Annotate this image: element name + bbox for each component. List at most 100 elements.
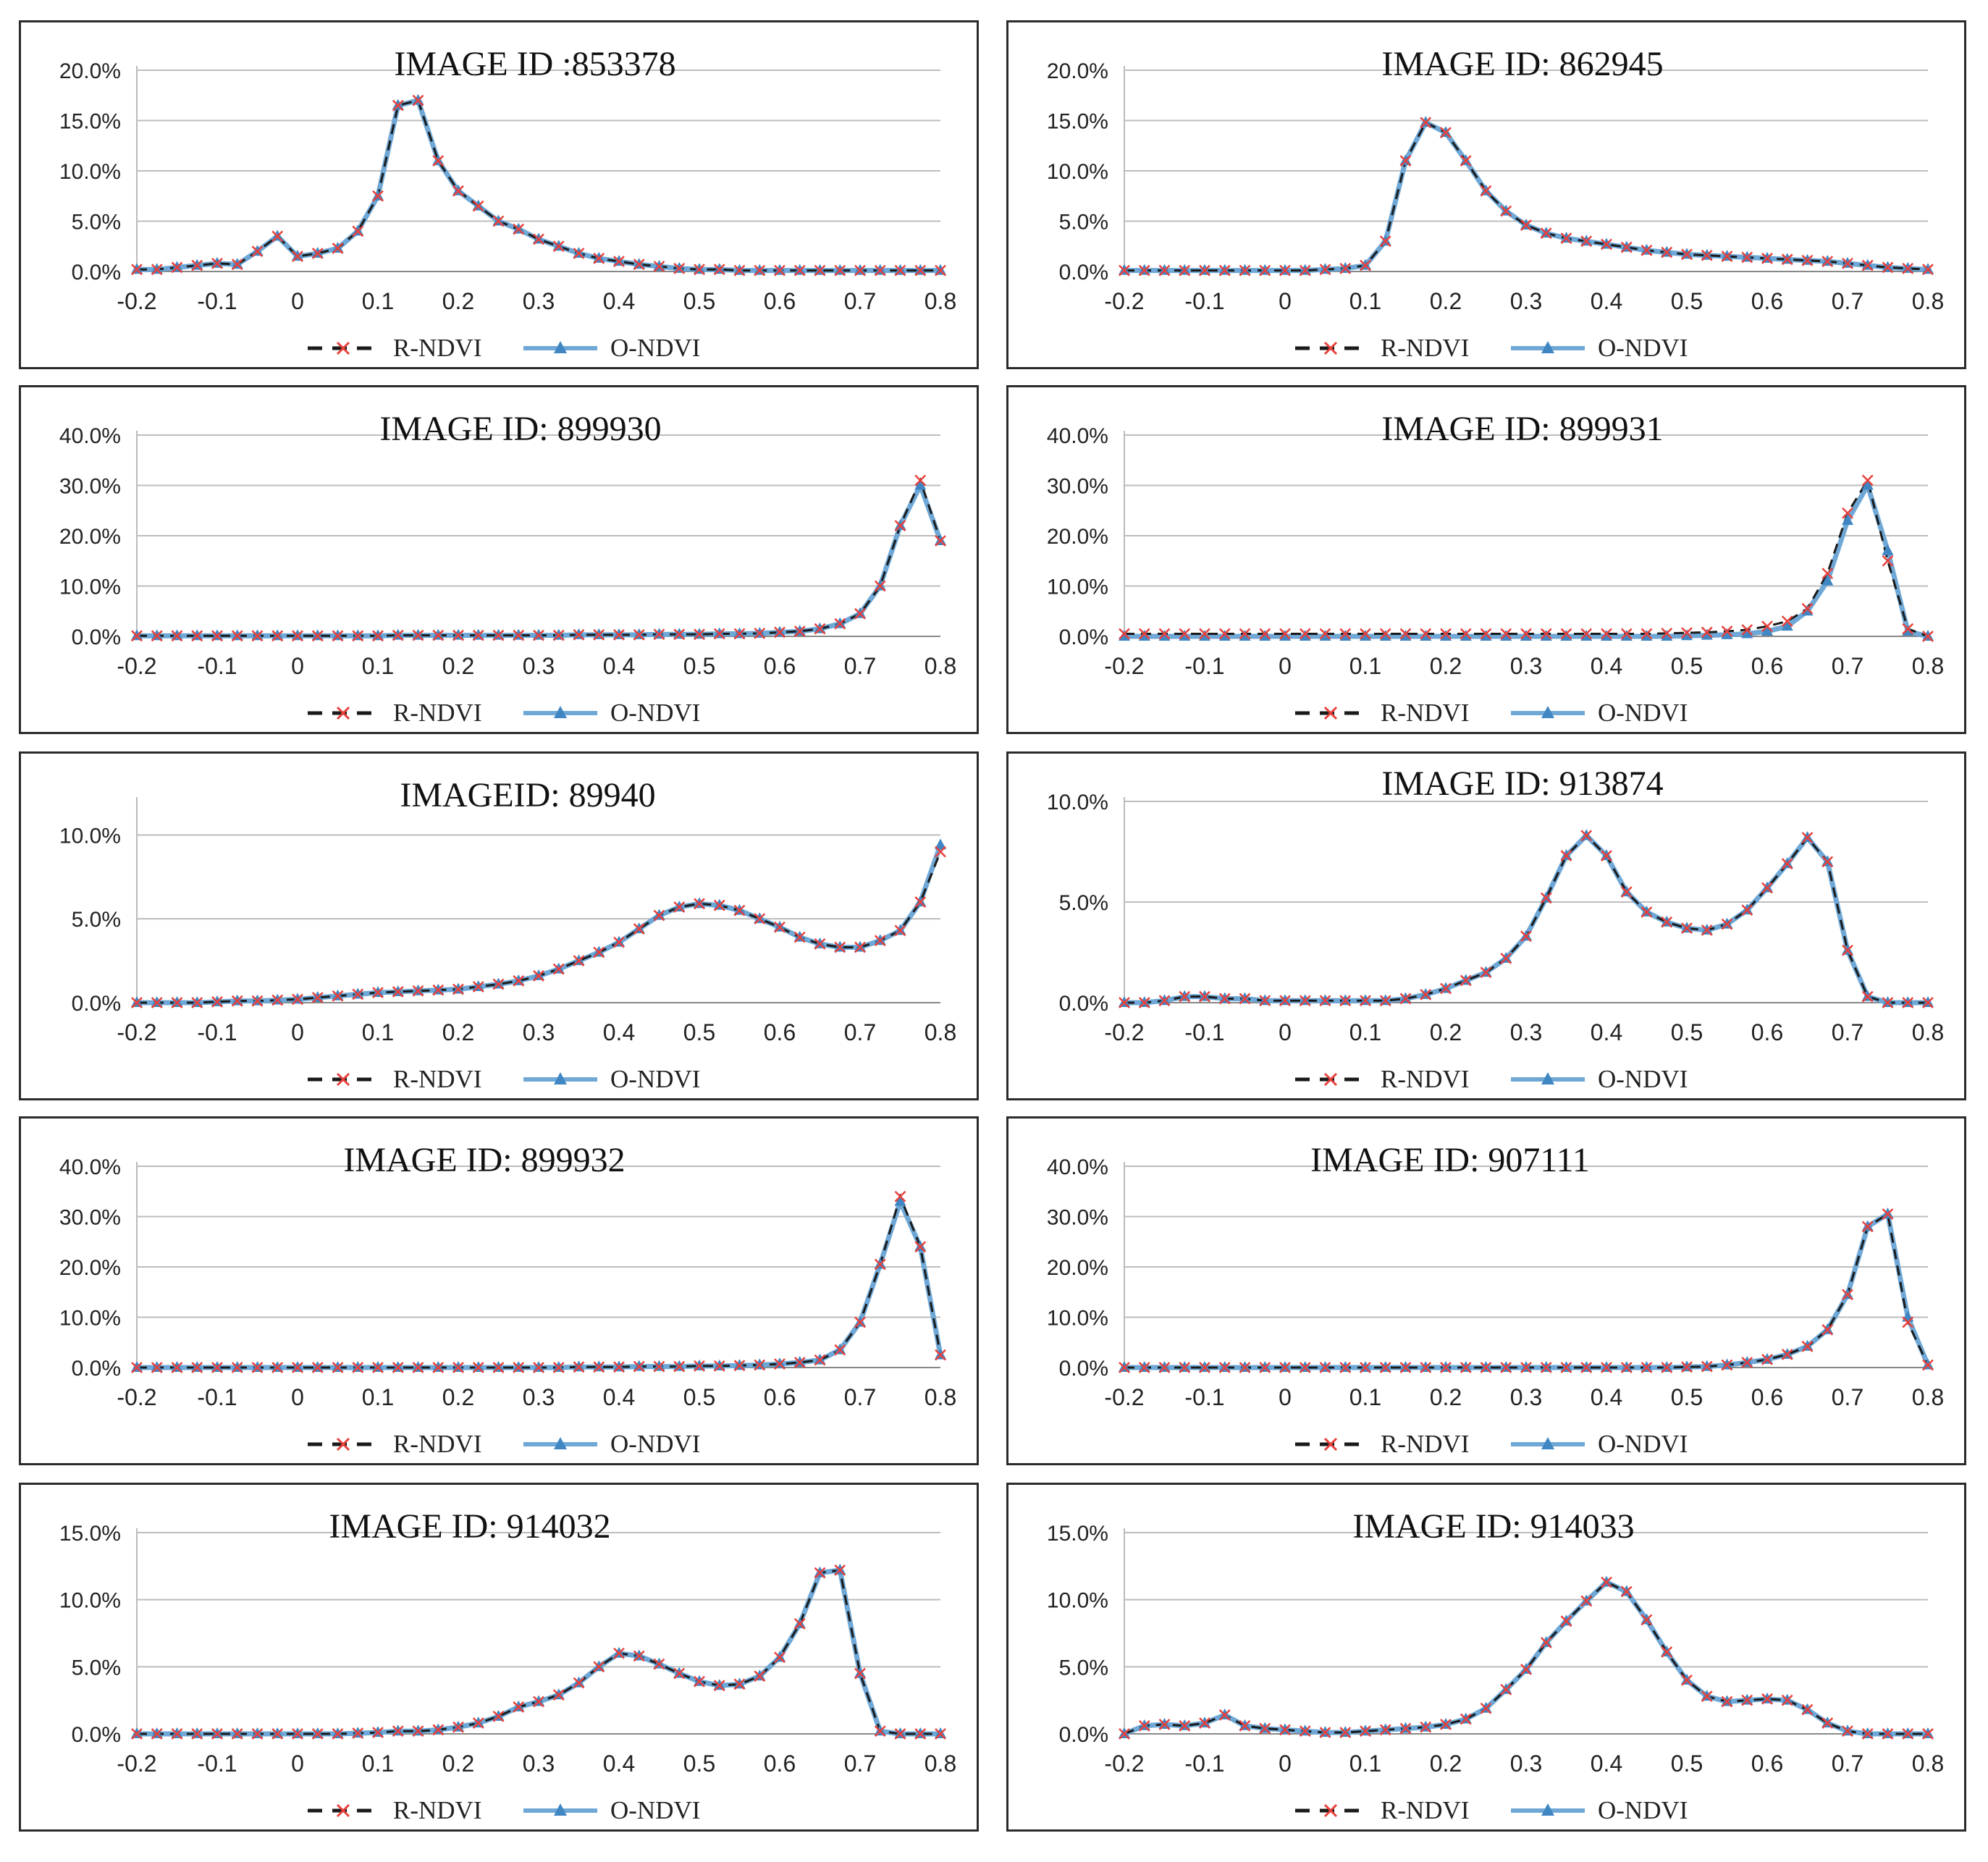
chart-svg: 0.0% 5.0% 10.0% -0.2 -0.1 0 0.1 0.2 0.3 0.4 0.5 0.6…: [59, 797, 956, 1045]
legend: R-NDVI O-NDVI: [1008, 1428, 1964, 1460]
r-ndvi-point: [1440, 628, 1452, 640]
chart-title: IMAGEID: 89940: [400, 776, 656, 814]
x-tick-label: 0.1: [1349, 288, 1381, 314]
x-tick-label: -0.2: [1104, 653, 1144, 679]
r-ndvi-point: [151, 264, 163, 276]
r-ndvi-point: [1218, 628, 1231, 640]
y-tick-label: 0.0%: [1059, 261, 1108, 285]
r-ndvi-point: [814, 1354, 826, 1366]
r-ndvi-point: [1399, 993, 1412, 1005]
r-ndvi-point: [1199, 990, 1210, 1003]
r-ndvi-point: [1580, 235, 1593, 248]
r-ndvi-point: [131, 1728, 143, 1740]
x-tick-label: 0: [1279, 1019, 1292, 1045]
r-ndvi-point: [894, 520, 906, 531]
legend-label: R-NDVI: [1381, 1065, 1470, 1093]
x-tick-label: 0.8: [924, 288, 956, 314]
r-ndvi-point: [1681, 922, 1693, 935]
dashed-line-x-icon: [1295, 1437, 1366, 1452]
r-ndvi-point: [1701, 626, 1713, 639]
r-ndvi-point: [171, 630, 183, 642]
legend: R-NDVI O-NDVI: [1008, 1795, 1964, 1827]
r-ndvi-point: [1540, 227, 1552, 240]
r-ndvi-point: [1119, 1728, 1130, 1740]
y-tick-label: 30.0%: [1047, 475, 1108, 499]
y-tick-label: 0.0%: [72, 625, 121, 649]
r-ndvi-point: [1339, 995, 1352, 1007]
x-tick-label: 0.2: [1430, 1751, 1462, 1777]
x-tick-label: 0.6: [764, 1384, 796, 1410]
x-tick-label: 0.4: [603, 1019, 635, 1045]
r-ndvi-point: [191, 630, 203, 642]
r-ndvi-point: [412, 94, 424, 106]
r-ndvi-point: [1540, 892, 1552, 904]
r-ndvi-point: [352, 1362, 364, 1373]
legend-label: R-NDVI: [393, 1065, 482, 1093]
r-ndvi-point: [412, 1725, 424, 1737]
y-tick-label: 20.0%: [1047, 525, 1108, 549]
o-ndvi-point: [1882, 544, 1894, 555]
legend-item-r-ndvi: R-NDVI: [303, 1063, 481, 1095]
r-ndvi-point: [1339, 1727, 1352, 1739]
r-ndvi-point: [1179, 628, 1191, 640]
r-ndvi-point: [1119, 264, 1130, 277]
line-triangle-icon: [523, 1437, 597, 1449]
r-ndvi-point: [513, 974, 525, 987]
x-tick-label: 0.1: [362, 1384, 394, 1410]
r-ndvi-point: [1319, 1727, 1331, 1739]
legend-item-r-ndvi: R-NDVI: [303, 1795, 481, 1827]
r-ndvi-point: [432, 1362, 445, 1373]
x-tick-label: 0.2: [1430, 653, 1462, 679]
r-ndvi-point: [1239, 1362, 1251, 1373]
r-ndvi-point: [694, 898, 705, 910]
dashed-line-x-icon: [1295, 1803, 1366, 1818]
r-ndvi-point: [1842, 1289, 1853, 1301]
r-ndvi-point: [1721, 250, 1733, 263]
legend-item-o-ndvi: O-NDVI: [1508, 1428, 1688, 1460]
r-ndvi-point: [1902, 623, 1914, 635]
r-ndvi-point: [1520, 219, 1532, 231]
r-ndvi-point: [1259, 264, 1271, 277]
r-ndvi-point: [754, 1359, 766, 1371]
y-tick-label: 0.0%: [72, 992, 121, 1016]
r-ndvi-point: [1620, 1362, 1633, 1373]
r-ndvi-point: [191, 1362, 203, 1373]
legend-label: O-NDVI: [1598, 334, 1688, 362]
legend-item-r-ndvi: R-NDVI: [303, 1428, 481, 1460]
r-ndvi-point: [1199, 264, 1210, 277]
y-tick-label: 5.0%: [72, 1656, 121, 1680]
r-ndvi-point: [1801, 1340, 1814, 1352]
r-ndvi-point: [1259, 1722, 1271, 1735]
line-triangle-icon: [523, 706, 597, 718]
x-tick-label: 0.5: [683, 1384, 715, 1410]
x-tick-label: 0.7: [844, 288, 876, 314]
r-ndvi-point: [1520, 930, 1532, 943]
chart-panel: 0.0% 5.0% 10.0% -0.2 -0.1 0 0.1 0.2 0.3 0.4 0.5 0.6…: [19, 751, 979, 1100]
r-ndvi-point: [854, 1667, 866, 1680]
r-ndvi-point: [1580, 1595, 1593, 1607]
chart-panel: 0.0% 10.0% 20.0% 30.0% 40.0% -0.2 -0.1 0 0.1 0.2 0…: [1006, 385, 1966, 734]
y-tick-label: 5.0%: [72, 908, 121, 932]
r-ndvi-point: [533, 233, 544, 245]
r-ndvi-point: [1842, 944, 1853, 956]
x-tick-label: 0.2: [442, 1384, 474, 1410]
o-ndvi-point: [1902, 1310, 1914, 1322]
r-ndvi-point: [1882, 555, 1894, 567]
r-ndvi-point: [432, 629, 445, 641]
r-ndvi-point: [1560, 1615, 1572, 1627]
r-ndvi-point: [552, 1362, 565, 1373]
r-ndvi-point: [874, 580, 886, 592]
chart-svg: 0.0% 5.0% 10.0% 15.0% -0.2 -0.1 0 0.1 0.2 0.3 0.4 0…: [1047, 1522, 1944, 1777]
r-ndvi-point: [1360, 995, 1371, 1007]
r-ndvi-point: [1440, 1719, 1452, 1730]
dashed-line-x-icon: [308, 706, 379, 720]
r-ndvi-point: [472, 629, 484, 641]
r-ndvi-point: [1480, 185, 1492, 197]
r-ndvi-point: [593, 1661, 605, 1673]
o-ndvi-point: [935, 838, 946, 850]
r-ndvi-point: [935, 535, 946, 547]
r-ndvi-point: [1440, 1362, 1452, 1373]
r-ndvi-point: [1661, 1362, 1673, 1373]
chart-title: IMAGE ID: 899932: [343, 1141, 626, 1179]
r-ndvi-point: [1179, 990, 1191, 1003]
